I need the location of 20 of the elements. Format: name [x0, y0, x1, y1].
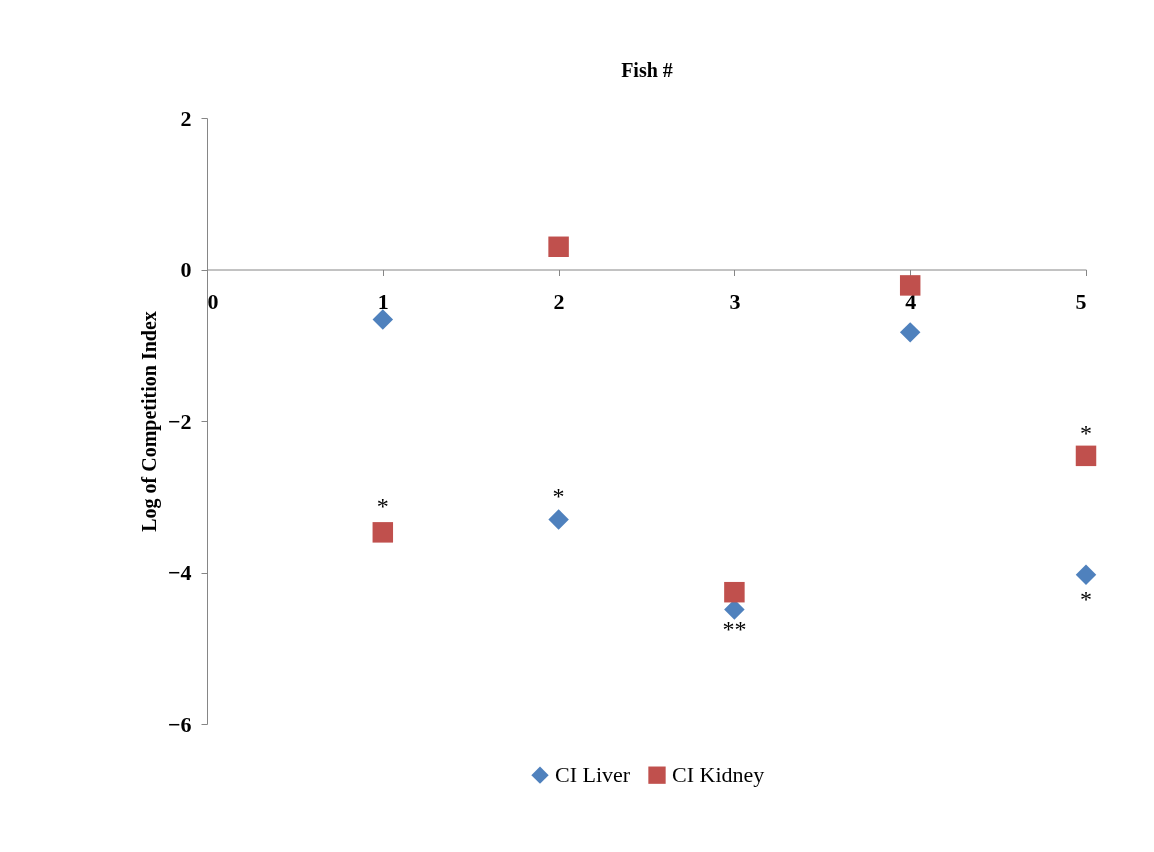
y-tick-label: 0 [180, 257, 192, 282]
y-tick-label: −2 [167, 408, 192, 434]
x-tick-label: 3 [729, 289, 741, 314]
legend-label: CI Kidney [672, 762, 765, 788]
x-tick-label: 1 [377, 289, 389, 314]
legend-label: CI Liver [555, 762, 631, 788]
x-axis-title: Fish # [621, 58, 673, 81]
annotation: * [376, 493, 389, 520]
y-axis-title: Log of Competition Index [137, 311, 161, 532]
y-tick-label: −4 [167, 560, 192, 585]
x-tick-label: 5 [1075, 289, 1087, 314]
annotation: * [1080, 419, 1092, 446]
y-tick-label: −6 [167, 711, 192, 737]
y-tick-label: 2 [180, 105, 192, 131]
annotation: * [1080, 585, 1092, 612]
x-tick-label: 0 [207, 289, 219, 314]
x-tick-label: 4 [905, 289, 917, 314]
annotation: * [552, 483, 565, 510]
x-tick-label: 2 [553, 289, 565, 314]
annotation: ** [722, 615, 747, 642]
